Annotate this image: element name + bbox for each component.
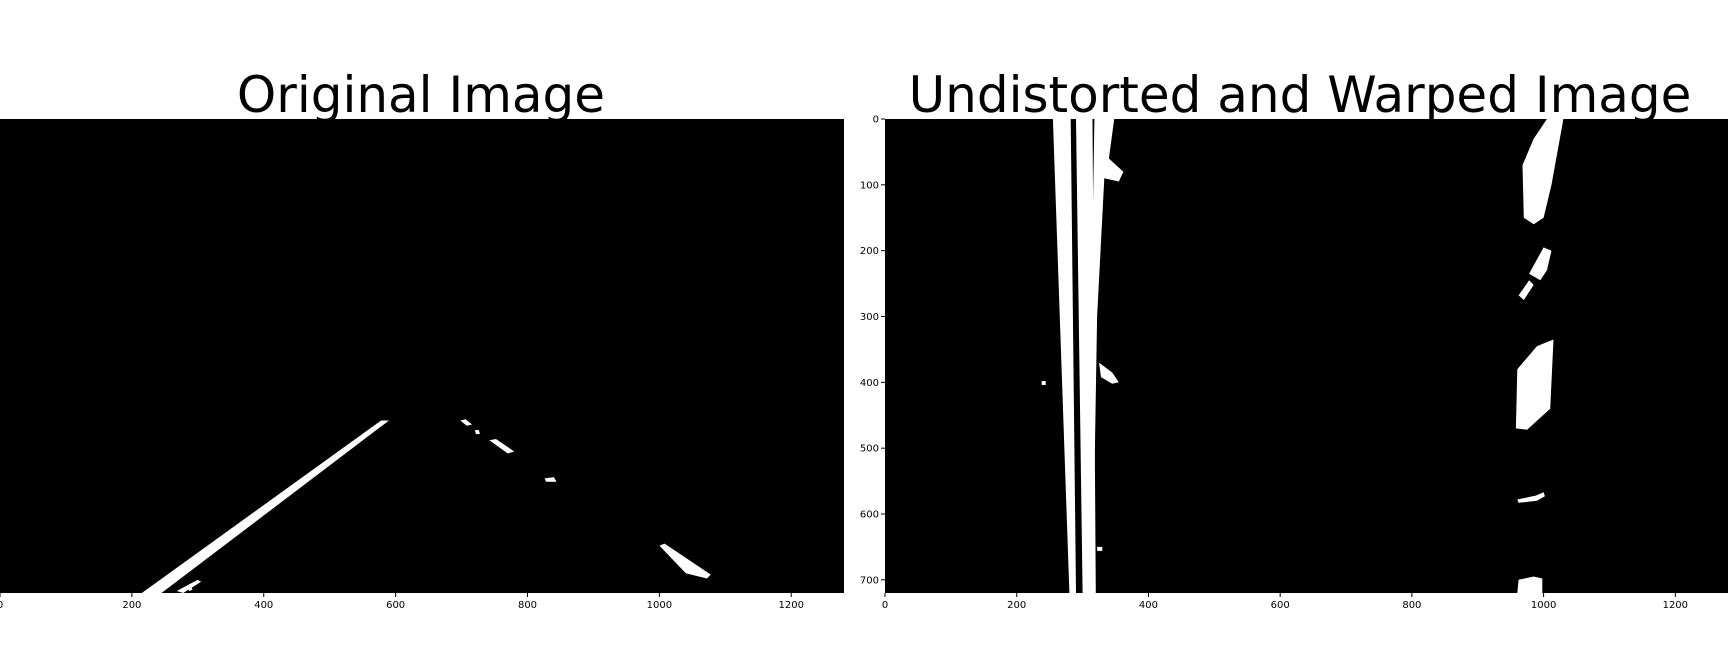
lane-pixels-1-4 xyxy=(1041,381,1046,385)
lane-pixels-0-0 xyxy=(141,420,389,593)
x-tick-label-1-0: 0 xyxy=(882,600,888,611)
x-tick-label-0-1200: 1200 xyxy=(779,600,804,611)
chart-title-original: Original Image xyxy=(236,66,606,124)
y-tick-label-1-200: 200 xyxy=(860,246,879,257)
lane-pixels-1-10 xyxy=(1517,492,1545,503)
lane-pixels-1-9 xyxy=(1515,339,1554,430)
y-tick-label-1-100: 100 xyxy=(860,180,879,191)
chart-title-warped: Undistorted and Warped Image xyxy=(908,66,1692,124)
lane-pixels-0-4 xyxy=(544,477,557,482)
x-tick-label-0-800: 800 xyxy=(518,600,537,611)
y-tick-label-1-600: 600 xyxy=(860,510,879,521)
lane-pixels-1-0 xyxy=(1052,119,1076,593)
lane-pixels-1-7 xyxy=(1529,247,1552,281)
x-tick-label-1-200: 200 xyxy=(1007,600,1026,611)
x-tick-label-0-600: 600 xyxy=(386,600,405,611)
x-tick-label-1-600: 600 xyxy=(1271,600,1290,611)
x-tick-label-1-1200: 1200 xyxy=(1663,600,1688,611)
image-area-0 xyxy=(0,119,844,593)
y-tick-label-1-300: 300 xyxy=(860,312,879,323)
x-tick-label-0-400: 400 xyxy=(254,600,273,611)
x-tick-label-1-400: 400 xyxy=(1139,600,1158,611)
x-tick-label-0-200: 200 xyxy=(122,600,141,611)
lane-pixels-0-3 xyxy=(489,439,515,454)
image-area-1 xyxy=(885,119,1728,593)
y-tick-label-1-700: 700 xyxy=(860,575,879,586)
x-tick-label-0-0: 0 xyxy=(0,600,3,611)
y-tick-label-1-0: 0 xyxy=(873,115,879,126)
lane-pixels-1-11 xyxy=(1517,576,1543,593)
x-tick-label-1-800: 800 xyxy=(1402,600,1421,611)
lane-pixels-0-6 xyxy=(474,429,480,435)
lane-pixels-0-7 xyxy=(187,586,193,591)
x-tick-label-1-1000: 1000 xyxy=(1531,600,1556,611)
x-tick-label-0-1000: 1000 xyxy=(647,600,672,611)
lane-pixels-0-5 xyxy=(659,543,711,579)
lane-pixels-0-1 xyxy=(176,579,202,593)
lane-pixels-1-3 xyxy=(1099,362,1119,384)
y-tick-label-1-400: 400 xyxy=(860,378,879,389)
lane-pixels-1-6 xyxy=(1522,119,1564,225)
lane-pixels-0-2 xyxy=(460,419,473,426)
y-tick-label-1-500: 500 xyxy=(860,444,879,455)
lane-pixels-1-5 xyxy=(1097,546,1103,551)
lane-pixels-1-2 xyxy=(1086,119,1124,593)
lane-pixels-1-8 xyxy=(1518,280,1534,300)
